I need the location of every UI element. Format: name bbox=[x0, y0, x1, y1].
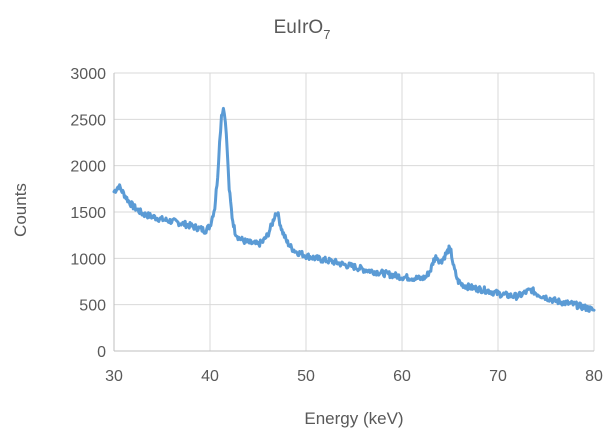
series-group bbox=[112, 106, 596, 313]
series-line bbox=[112, 106, 596, 313]
y-axis-title: Counts bbox=[11, 183, 30, 237]
gridlines bbox=[114, 72, 595, 351]
x-tick-label: 50 bbox=[297, 368, 315, 385]
y-tick-label: 2000 bbox=[70, 159, 106, 176]
y-tick-label: 1000 bbox=[70, 251, 106, 268]
y-tick-label: 0 bbox=[97, 344, 106, 361]
chart-title-main: EuIrO bbox=[274, 17, 324, 38]
x-tick-label: 60 bbox=[393, 368, 411, 385]
x-axis-title: Energy (keV) bbox=[304, 409, 403, 428]
chart-title-subscript: 7 bbox=[323, 27, 330, 42]
x-tick-label: 80 bbox=[585, 368, 603, 385]
y-tick-label: 3000 bbox=[70, 66, 106, 83]
y-tick-label: 2500 bbox=[70, 112, 106, 129]
chart-title: EuIrO7 bbox=[274, 17, 331, 42]
y-tick-label: 1500 bbox=[70, 205, 106, 222]
y-tick-label: 500 bbox=[79, 298, 106, 315]
axes bbox=[113, 73, 594, 352]
x-tick-label: 70 bbox=[489, 368, 507, 385]
x-tick-label: 30 bbox=[105, 368, 123, 385]
x-tick-label: 40 bbox=[201, 368, 219, 385]
tick-labels: 0 500 1000 1500 2000 2500 3000 30 40 50 60 70 80 bbox=[70, 66, 603, 385]
